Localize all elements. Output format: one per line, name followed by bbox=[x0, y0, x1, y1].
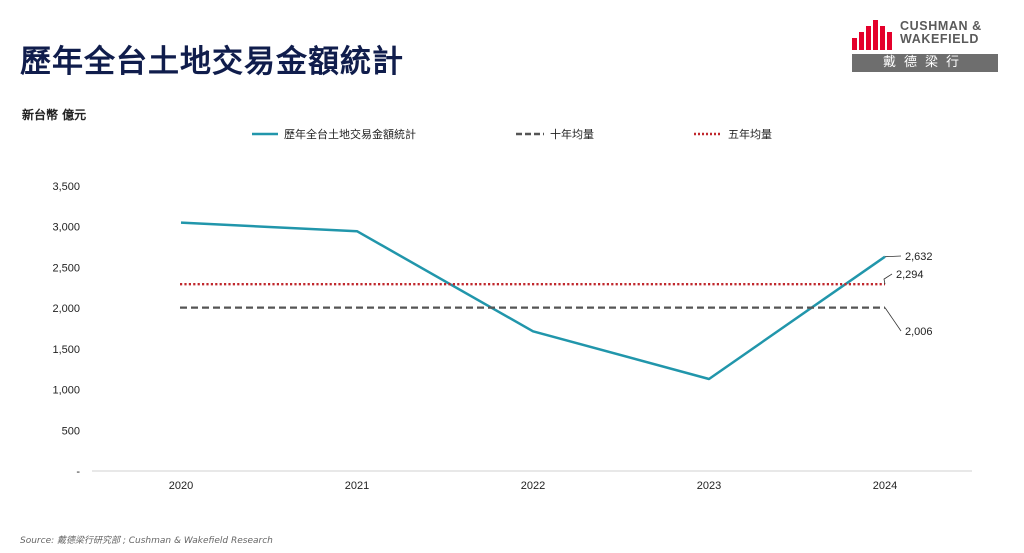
x-tick-label: 2020 bbox=[169, 480, 193, 492]
y-tick-label: 2,500 bbox=[52, 262, 80, 274]
x-tick-label: 2021 bbox=[345, 480, 369, 492]
y-tick-label: 3,500 bbox=[52, 181, 80, 193]
annotation-leader bbox=[885, 256, 901, 257]
y-tick-label: 3,000 bbox=[52, 222, 80, 234]
y-tick-label: 1,000 bbox=[52, 385, 80, 397]
y-tick-label: 2,000 bbox=[52, 303, 80, 315]
data-label: 2,632 bbox=[905, 251, 933, 263]
source-note: Source: 戴德梁行研究部 ; Cushman & Wakefield Re… bbox=[20, 533, 273, 546]
series-line-solid bbox=[181, 223, 885, 379]
line-chart: - 500 1,000 1,500 2,000 2,500 3,000 3,500 2020 20… bbox=[0, 0, 1024, 553]
y-tick-label: - bbox=[76, 466, 80, 478]
data-label: 2,006 bbox=[905, 326, 933, 338]
x-tick-label: 2022 bbox=[521, 480, 545, 492]
x-tick-label: 2024 bbox=[873, 480, 897, 492]
data-label: 2,294 bbox=[896, 269, 924, 281]
x-tick-label: 2023 bbox=[697, 480, 721, 492]
y-tick-label: 1,500 bbox=[52, 344, 80, 356]
annotation-leader bbox=[885, 308, 901, 331]
annotation-leader bbox=[884, 274, 892, 284]
y-tick-label: 500 bbox=[62, 425, 80, 437]
